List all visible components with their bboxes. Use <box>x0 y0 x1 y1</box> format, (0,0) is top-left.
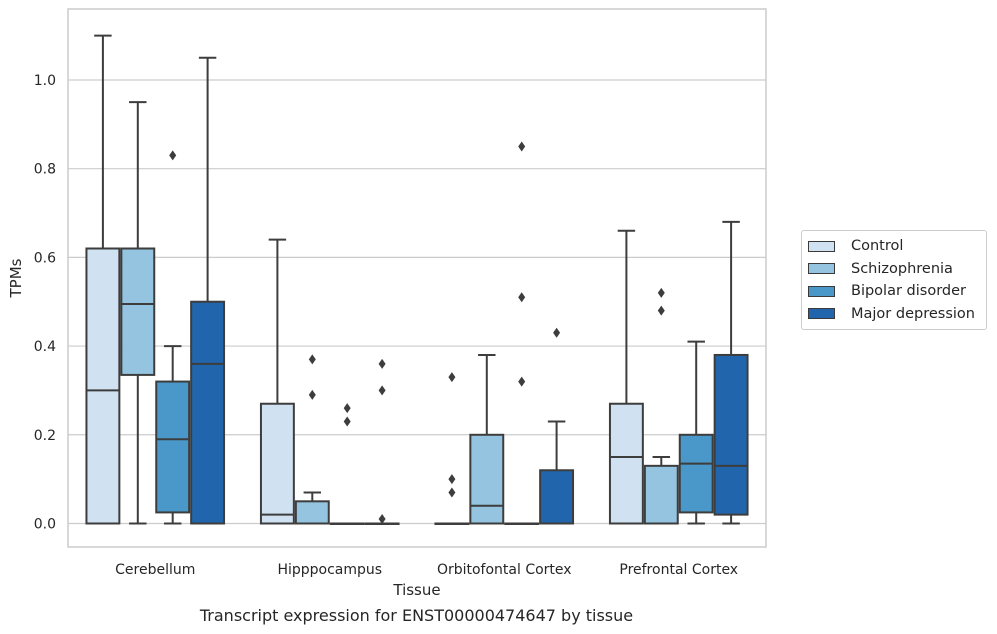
box-iqr <box>190 300 226 525</box>
legend-label: Control <box>851 238 904 255</box>
box-group <box>504 141 540 525</box>
box-group <box>294 354 330 525</box>
legend-swatch <box>808 308 835 320</box>
chart-legend: Control Schizophrenia Bipolar disorder Majo… <box>801 230 987 330</box>
box-iqr <box>608 402 644 525</box>
legend-item: Control <box>802 235 986 258</box>
outlier-point <box>657 287 665 298</box>
box-group <box>678 340 714 525</box>
x-axis-label: Tissue <box>392 581 440 599</box>
outlier-point <box>308 389 316 400</box>
legend-item: Bipolar disorder <box>802 280 986 303</box>
box-group <box>469 353 505 525</box>
box-group <box>539 327 575 525</box>
outlier-point <box>308 354 316 365</box>
box-group <box>643 287 679 525</box>
box-group <box>155 150 191 525</box>
x-tick-label: Orbitofontal Cortex <box>437 562 572 578</box>
y-tick-label: 0.0 <box>34 516 56 532</box>
box-iqr <box>259 402 295 525</box>
box-iqr <box>678 433 714 514</box>
box-group <box>608 229 644 525</box>
box-group <box>85 34 121 525</box>
box-iqr <box>469 433 505 525</box>
outlier-point <box>378 358 386 369</box>
outlier-point <box>657 305 665 316</box>
box-iqr <box>155 380 191 514</box>
outlier-point <box>518 292 526 303</box>
outlier-point <box>553 327 561 338</box>
box-iqr <box>643 464 679 525</box>
box-iqr <box>294 500 330 525</box>
chart-caption: Transcript expression for ENST0000047464… <box>199 606 634 625</box>
outlier-point <box>448 372 456 383</box>
legend-swatch <box>808 240 835 252</box>
legend-label: Schizophrenia <box>851 260 953 277</box>
x-tick-label: Cerebellum <box>115 562 195 578</box>
outlier-point <box>518 376 526 387</box>
plot-frame <box>67 8 767 548</box>
box-group <box>329 403 365 525</box>
legend-swatch <box>808 263 835 275</box>
y-tick-label: 0.6 <box>34 250 56 266</box>
box-iqr <box>539 469 575 525</box>
y-tick-label: 0.8 <box>34 162 56 178</box>
y-tick-label: 0.2 <box>34 428 56 444</box>
outlier-point <box>448 487 456 498</box>
box-group <box>434 372 470 525</box>
box-iqr <box>713 353 749 516</box>
outlier-point <box>378 514 386 525</box>
box-group <box>259 238 295 525</box>
y-tick-label: 1.0 <box>34 73 56 89</box>
axis-ticks: 0.0 0.2 0.4 0.6 0.8 1.0 Cerebellum Hipppocampus… <box>34 73 738 578</box>
legend-item: Schizophrenia <box>802 258 986 281</box>
y-tick-label: 0.4 <box>34 339 56 355</box>
y-axis-label: TPMs <box>7 258 25 298</box>
x-tick-label: Prefrontal Cortex <box>619 562 738 578</box>
legend-item: Major depression <box>802 303 986 326</box>
legend-label: Major depression <box>851 305 975 322</box>
box-group <box>364 358 400 525</box>
legend-label: Bipolar disorder <box>851 283 966 300</box>
outlier-point <box>343 403 351 414</box>
box-iqr <box>120 247 156 376</box>
box-group <box>120 101 156 525</box>
outlier-point <box>448 474 456 485</box>
outlier-point <box>518 141 526 152</box>
box-group <box>713 220 749 525</box>
x-tick-label: Hipppocampus <box>277 562 382 578</box>
legend-swatch <box>808 285 835 297</box>
box-group <box>190 56 226 525</box>
box-iqr <box>85 247 121 525</box>
box-plot-marks <box>85 34 749 525</box>
outlier-point <box>169 150 177 161</box>
outlier-point <box>378 385 386 396</box>
outlier-point <box>343 416 351 427</box>
